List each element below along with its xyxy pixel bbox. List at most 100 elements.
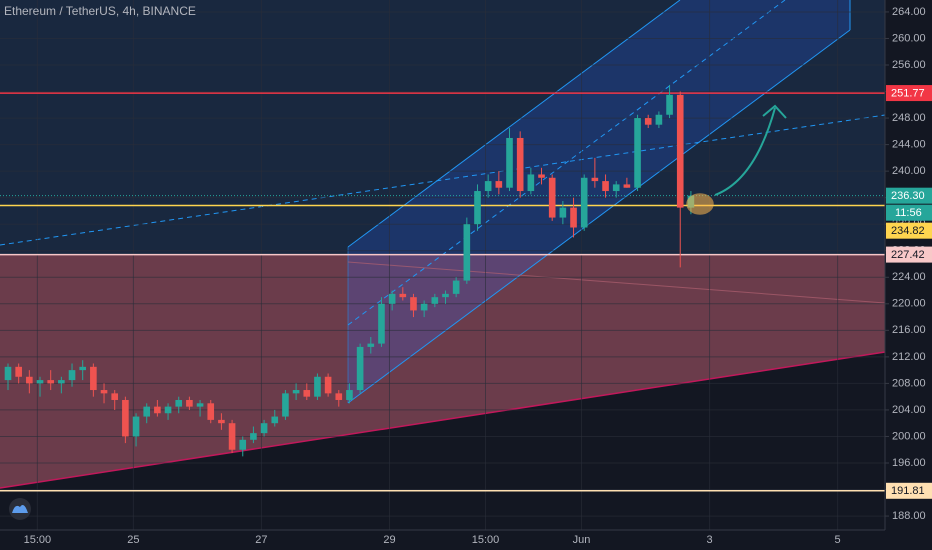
candle-body — [132, 416, 140, 437]
candle-body — [122, 399, 129, 437]
level-label: 251.77 — [891, 87, 925, 99]
candle-body — [26, 376, 33, 384]
candle-body — [239, 439, 247, 450]
y-tick-label: 208.00 — [892, 377, 926, 389]
y-tick-label: 200.00 — [892, 430, 926, 442]
highlight — [686, 193, 714, 215]
candle-body — [196, 403, 204, 407]
channel-lower — [347, 29, 851, 404]
candle-body — [282, 393, 289, 417]
candle-body — [495, 181, 503, 188]
y-tick-label: 244.00 — [892, 139, 926, 151]
x-tick-label: 15:00 — [24, 534, 52, 546]
trend-faint — [347, 261, 886, 304]
level-box — [886, 187, 932, 204]
candle-body — [399, 293, 407, 298]
candle-body — [676, 94, 684, 208]
candle-body — [335, 393, 343, 400]
arrow-head — [762, 104, 787, 119]
candle-body — [602, 181, 609, 192]
candle-body — [516, 137, 524, 192]
candle-body — [100, 390, 108, 394]
level-box — [886, 85, 932, 102]
candle-body — [47, 380, 54, 384]
candle-body — [271, 416, 279, 424]
y-tick-label: 256.00 — [892, 59, 926, 71]
candle-body — [154, 406, 161, 414]
countdown: 11:56 — [895, 207, 922, 219]
x-tick-label: 25 — [127, 534, 139, 546]
candle-body — [175, 399, 183, 407]
candle-body — [218, 419, 225, 424]
candle-body — [570, 207, 577, 228]
x-tick-label: 5 — [835, 534, 841, 546]
candle-body — [250, 433, 257, 440]
candle-body — [612, 184, 620, 192]
countdown-box — [886, 204, 932, 221]
candle-body — [410, 297, 417, 311]
channel-fill — [348, 0, 850, 403]
level-label: 234.82 — [891, 225, 925, 237]
candle-body — [591, 177, 599, 182]
candle-body — [506, 137, 513, 188]
candle-body — [420, 303, 428, 311]
level-label: 236.30 — [891, 190, 925, 202]
level-box — [886, 482, 932, 499]
candle-body — [623, 184, 631, 188]
candle-body — [324, 376, 332, 394]
candle-body — [580, 177, 588, 228]
candle-body — [58, 380, 65, 384]
candle-body — [634, 118, 641, 188]
candle-body — [431, 297, 439, 304]
candle-body — [90, 366, 97, 391]
level-label: 227.42 — [891, 249, 925, 261]
time-axis — [0, 530, 885, 550]
candle-body — [346, 390, 353, 400]
levels — [0, 92, 885, 492]
y-tick-label: 220.00 — [892, 298, 926, 310]
candle-body — [356, 346, 364, 391]
candle-body — [228, 423, 236, 450]
axes: 188.00192.00196.00200.00204.00208.00212.… — [24, 6, 932, 546]
x-tick-label: 29 — [383, 534, 395, 546]
candle-body — [207, 403, 215, 420]
x-tick-label: 27 — [255, 534, 267, 546]
candle-body — [36, 380, 44, 384]
candle-body — [143, 406, 151, 417]
y-tick-label: 216.00 — [892, 324, 926, 336]
projection-arrow — [714, 107, 776, 196]
candle-body — [527, 174, 535, 192]
channel-mid — [347, 0, 786, 326]
candle-body — [559, 207, 567, 218]
level-label: 191.81 — [891, 485, 925, 497]
candle-body — [164, 406, 172, 414]
candle-body — [442, 293, 449, 298]
candle-body — [303, 390, 311, 397]
candle-body — [463, 224, 471, 281]
candle-body — [452, 280, 460, 294]
y-tick-label: 212.00 — [892, 351, 926, 363]
y-tick-label: 224.00 — [892, 271, 926, 283]
y-tick-label: 260.00 — [892, 32, 926, 44]
chart-title: Ethereum / TetherUS, 4h, BINANCE — [4, 4, 196, 18]
level-box — [886, 222, 932, 239]
logo — [9, 498, 31, 520]
candle-body — [666, 94, 673, 115]
candle-body — [548, 177, 556, 218]
y-tick-label: 204.00 — [892, 404, 926, 416]
candle-body — [484, 181, 492, 192]
x-tick-label: Jun — [573, 534, 591, 546]
trend-support — [0, 351, 886, 489]
candle-body — [655, 114, 663, 125]
candle-body — [260, 423, 268, 434]
candle-body — [367, 343, 375, 347]
y-tick-label: 196.00 — [892, 457, 926, 469]
y-tick-label: 188.00 — [892, 510, 926, 522]
candle-body — [474, 191, 481, 225]
grid — [0, 0, 885, 530]
level-box — [886, 246, 932, 263]
candle-body — [186, 399, 193, 407]
candle-body — [314, 376, 321, 397]
candles — [4, 84, 695, 457]
